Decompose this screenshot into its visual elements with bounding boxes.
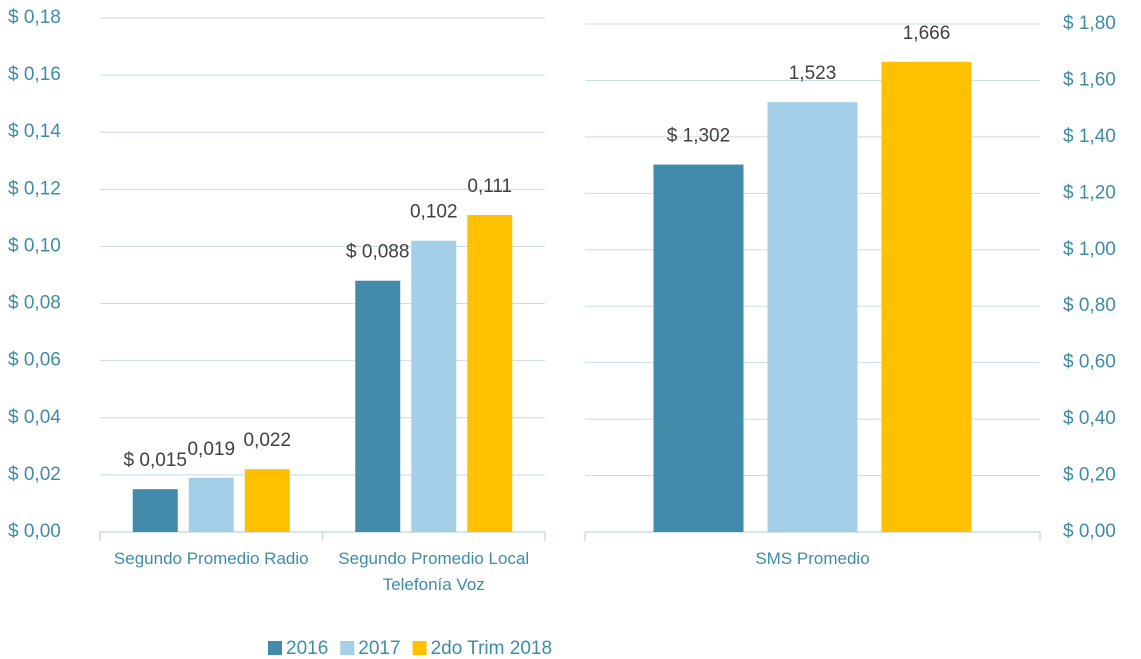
y-tick-label: $ 1,60 [1063,69,1116,90]
y-tick-label: $ 1,80 [1063,13,1116,34]
legend-label: 2016 [286,638,328,659]
value-label: 1,666 [903,23,951,44]
y-tick-label: $ 1,20 [1063,182,1116,203]
bar [411,240,457,532]
value-label: 0,102 [410,202,458,223]
value-label: $ 0,015 [124,450,187,471]
legend-label: 2017 [358,638,400,659]
value-label: 0,111 [467,176,512,197]
bar [767,102,858,533]
x-tick-label: SMS Promedio [755,549,870,568]
y-tick-label: $ 0,80 [1063,295,1116,316]
y-tick-label: $ 0,00 [8,521,61,542]
bar [653,164,744,532]
value-label: 1,523 [789,63,837,84]
y-tick-label: $ 0,12 [8,178,61,199]
y-tick-label: $ 0,02 [8,464,61,485]
value-label: $ 0,088 [346,242,409,263]
y-tick-label: $ 1,40 [1063,126,1116,147]
y-tick-label: $ 0,20 [1063,465,1116,486]
x-tick-label-box: SMS Promedio [755,549,870,568]
value-label: 0,019 [187,439,235,460]
bar [467,215,513,533]
value-label: 0,022 [243,430,291,451]
bar [881,61,972,532]
y-tick-label: $ 0,14 [8,121,61,142]
bar [244,469,290,532]
x-tick-label-box: Segundo Promedio Local Telefonía Voz [338,549,530,594]
legend-label: 2do Trim 2018 [431,638,552,659]
value-label: $ 1,302 [667,126,730,147]
legend-swatch [340,641,355,655]
bar [132,489,178,532]
y-tick-label: $ 0,16 [8,64,61,85]
y-tick-label: $ 0,06 [8,350,61,371]
legend-swatch [268,641,282,655]
y-tick-label: $ 0,40 [1063,408,1116,429]
x-tick-label: Segundo Promedio Local Telefonía Voz [338,549,530,594]
x-tick-label-box: Segundo Promedio Radio [113,549,309,568]
bar [355,280,401,532]
y-tick-label: $ 0,60 [1063,352,1116,373]
x-tick-label: Segundo Promedio Radio [113,549,309,568]
legend-swatch [412,641,427,655]
y-tick-label: $ 1,00 [1063,239,1116,260]
y-tick-label: $ 0,00 [1063,521,1116,542]
y-tick-label: $ 0,18 [8,7,61,28]
y-tick-label: $ 0,08 [8,293,61,314]
y-tick-label: $ 0,04 [8,407,61,428]
y-tick-label: $ 0,10 [8,235,61,256]
bar [188,477,234,532]
